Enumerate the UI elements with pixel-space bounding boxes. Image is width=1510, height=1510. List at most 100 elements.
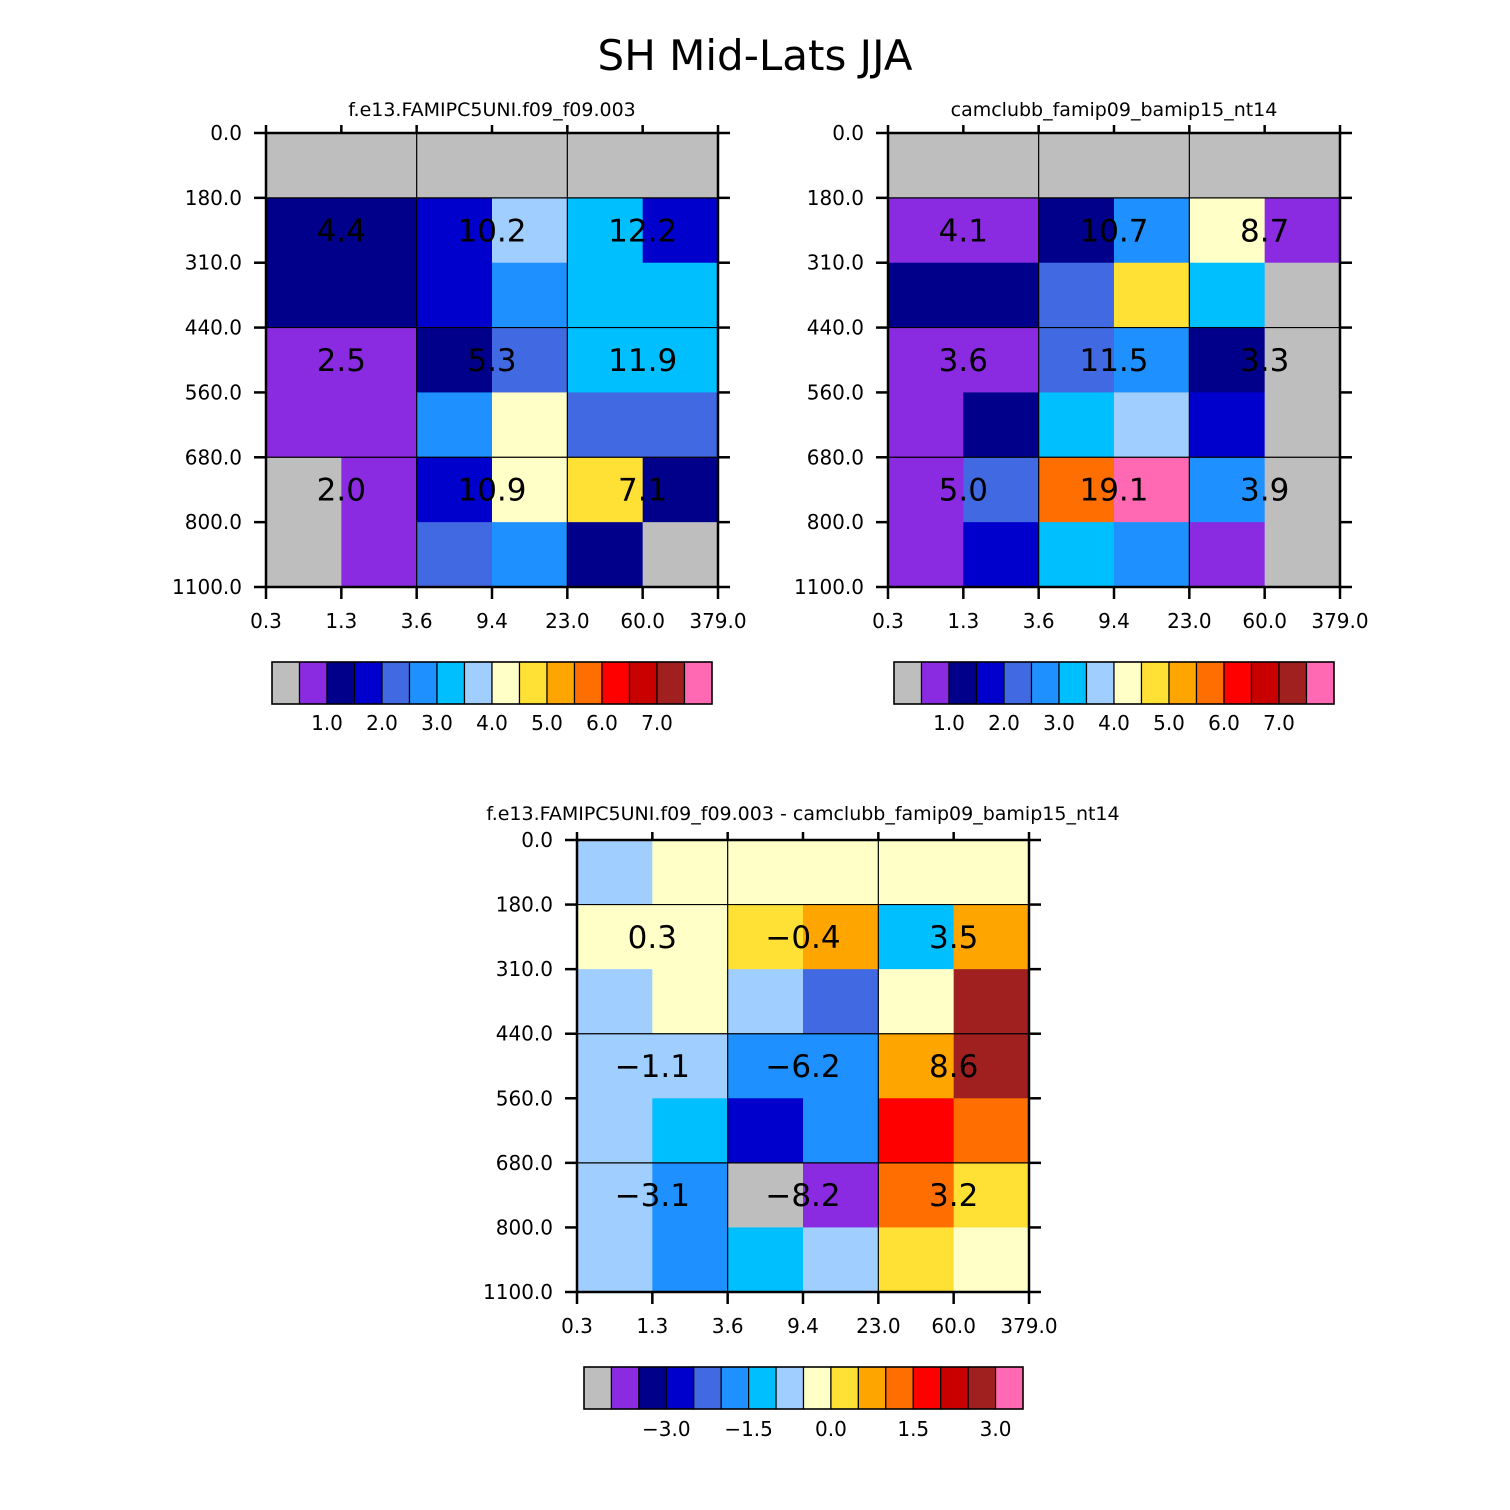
colorbar-swatch [940, 1366, 969, 1410]
x-tick-label: 60.0 [620, 609, 665, 633]
heatmap-cell [266, 327, 342, 393]
box-value-label: 3.5 [929, 920, 978, 956]
x-tick-label: 23.0 [545, 609, 590, 633]
heatmap-cell [1038, 522, 1115, 588]
x-tick-label: 60.0 [931, 1314, 976, 1338]
x-tick-label: 23.0 [1167, 609, 1212, 633]
colorbar-frame [583, 1366, 1024, 1410]
heatmap-cell [888, 392, 964, 458]
heatmap-cell [1264, 197, 1341, 264]
y-tick-label: 180.0 [496, 893, 553, 917]
box-value-label: 3.2 [929, 1178, 978, 1214]
heatmap-cell [341, 392, 418, 458]
x-tick-label: 379.0 [689, 609, 746, 633]
box-value-label: 7.1 [618, 473, 667, 509]
colorbar-swatch [748, 1366, 777, 1410]
y-tick-label: 0.0 [521, 828, 553, 852]
colorbar-swatch [491, 661, 521, 705]
heatmap-cell [341, 197, 418, 264]
heatmap-cell [577, 904, 653, 970]
heatmap-cell [341, 522, 418, 588]
heatmap-cell [727, 840, 804, 906]
colorbar-swatch [583, 1366, 613, 1410]
x-tick-label: 3.6 [712, 1314, 744, 1338]
colorbar-label: 2.0 [366, 711, 398, 735]
box-value-label: 5.0 [939, 473, 988, 509]
heatmap-cell [963, 262, 1040, 329]
colorbar-swatch [463, 661, 493, 705]
heatmap-cell [577, 1033, 653, 1099]
heatmap-cell [803, 1162, 879, 1228]
heatmap-cell [1264, 457, 1341, 523]
x-tick-label: 379.0 [1000, 1314, 1057, 1338]
heatmap-cell [803, 1098, 879, 1164]
colorbar-swatch [665, 1366, 695, 1410]
heatmap-cell [266, 522, 342, 588]
colorbar-label: 6.0 [1208, 711, 1240, 735]
box-value-label: 5.3 [467, 343, 516, 379]
heatmap-cell [492, 392, 568, 458]
colorbar-swatch [1113, 661, 1143, 705]
colorbar-frame [893, 661, 1335, 705]
y-tick-label: 440.0 [496, 1022, 553, 1046]
colorbar-label: 3.0 [1043, 711, 1075, 735]
colorbar-swatch [720, 1366, 750, 1410]
heatmap-cell [1038, 262, 1115, 329]
heatmap-cell [1114, 197, 1190, 264]
colorbar-swatch [638, 1366, 667, 1410]
colorbar-swatch [271, 661, 301, 705]
colorbar-label: 6.0 [586, 711, 618, 735]
heatmap-cell [1038, 457, 1115, 523]
colorbar-label: 4.0 [476, 711, 508, 735]
colorbar-label: 7.0 [641, 711, 673, 735]
colorbar-label: 2.0 [988, 711, 1020, 735]
colorbar-swatch [1305, 661, 1335, 705]
heatmap-cell [878, 969, 955, 1035]
heatmap-cell [1264, 522, 1341, 588]
colorbar-swatch [1168, 661, 1198, 705]
heatmap-cell [1038, 392, 1115, 458]
heatmap-cell [803, 840, 879, 906]
heatmap-cell [888, 522, 964, 588]
box-value-label: −0.4 [765, 920, 840, 956]
y-tick-label: 800.0 [807, 510, 864, 534]
colorbar-swatch [518, 661, 548, 705]
heatmap-cell [888, 197, 964, 264]
y-tick-label: 310.0 [496, 957, 553, 981]
heatmap-cell [652, 1227, 729, 1293]
colorbar-swatch [912, 1366, 942, 1410]
box-value-label: 3.9 [1240, 473, 1289, 509]
heatmap-cell [567, 262, 644, 329]
colorbar-label: −3.0 [642, 1417, 691, 1441]
heatmap-cell [878, 840, 955, 906]
heatmap-cell [567, 327, 644, 393]
heatmap-cell [963, 133, 1040, 199]
colorbar-swatch [857, 1366, 887, 1410]
heatmap-cell [652, 840, 729, 906]
x-tick-label: 1.3 [636, 1314, 668, 1338]
heatmap-cell [341, 327, 418, 393]
colorbar-swatch [802, 1366, 832, 1410]
heatmap-cell [803, 1227, 879, 1293]
colorbar-swatch [1058, 661, 1088, 705]
colorbar-label: 7.0 [1263, 711, 1295, 735]
heatmap-cell [642, 197, 719, 264]
heatmap-cell [953, 1033, 1030, 1099]
heatmap-cell [878, 1033, 955, 1099]
colorbar-swatch [1223, 661, 1253, 705]
heatmap-cell [878, 1227, 955, 1293]
y-tick-label: 0.0 [832, 121, 864, 145]
heatmap-cell [266, 262, 342, 329]
colorbar-label: 0.0 [815, 1417, 847, 1441]
colorbar-swatch [381, 661, 411, 705]
colorbar-swatch [1278, 661, 1308, 705]
box-value-label: −6.2 [765, 1049, 840, 1085]
heatmap-cell [642, 133, 719, 199]
box-value-label: 0.3 [628, 920, 677, 956]
y-tick-label: 560.0 [807, 380, 864, 404]
colorbar-swatch [546, 661, 576, 705]
heatmap-cell [1114, 133, 1190, 199]
panel-1: f.e13.FAMIPC5UNI.f09_f09.003 4.4 10.2 12.2 2… [172, 99, 747, 735]
colorbar-swatch [885, 1366, 914, 1410]
